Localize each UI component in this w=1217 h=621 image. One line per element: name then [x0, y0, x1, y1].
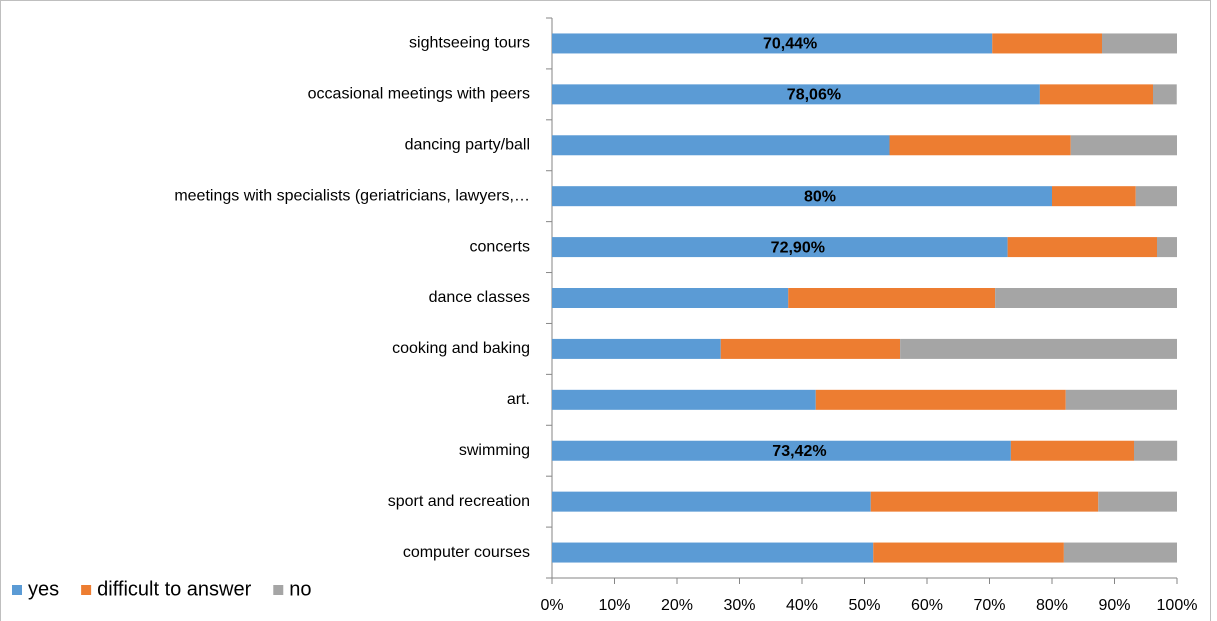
data-label: 72,90%: [771, 239, 825, 256]
bar-segment: [1010, 440, 1134, 461]
bar-segment: [552, 237, 1008, 258]
category-label: swimming: [459, 442, 530, 459]
bar-segment: [1052, 186, 1136, 207]
category-label: art.: [507, 391, 530, 408]
data-label: 73,42%: [772, 443, 826, 460]
category-label: sightseeing tours: [409, 35, 530, 52]
x-tick-label: 40%: [786, 597, 818, 614]
bar-segment: [1065, 389, 1177, 410]
bar-segment: [552, 33, 993, 54]
bar-segment: [788, 288, 996, 308]
bar-segment: [552, 288, 789, 308]
legend-label: difficult to answer: [97, 578, 251, 600]
bar-segment: [552, 440, 1011, 461]
bar-segment: [1007, 237, 1157, 258]
category-label: meetings with specialists (geriatricians…: [174, 187, 530, 204]
bar-segment: [1157, 237, 1177, 258]
bar-segment: [870, 491, 1099, 512]
x-tick-label: 80%: [1036, 597, 1068, 614]
bar-segment: [1063, 542, 1177, 563]
bar-segment: [552, 542, 874, 563]
legend-label: yes: [28, 578, 59, 600]
bar-segment: [1134, 440, 1178, 461]
bar-segment: [992, 33, 1102, 54]
bar-segment: [995, 288, 1177, 308]
bar-segment: [1102, 33, 1177, 54]
bar-segment: [552, 491, 871, 512]
legend-label: no: [289, 578, 311, 600]
data-label: 80%: [804, 188, 836, 205]
bar-segment: [552, 84, 1040, 105]
bar-segment: [1153, 84, 1177, 105]
category-label: cooking and baking: [392, 340, 530, 357]
category-label: dance classes: [429, 289, 530, 306]
bar-segment: [1039, 84, 1153, 105]
bar-segment: [552, 186, 1052, 207]
bar-segment: [552, 135, 890, 156]
legend-swatch: [273, 585, 284, 595]
bar-segment: [873, 542, 1064, 563]
x-tick-label: 60%: [911, 597, 943, 614]
bar-segment: [889, 135, 1071, 156]
x-tick-label: 30%: [723, 597, 755, 614]
category-label: computer courses: [403, 544, 530, 561]
x-tick-label: 70%: [973, 597, 1005, 614]
x-tick-label: 0%: [540, 597, 563, 614]
bar-segment: [900, 338, 1177, 359]
category-label: sport and recreation: [388, 493, 530, 510]
legend-swatch: [81, 585, 92, 595]
bar-segment: [552, 338, 721, 359]
bar-segment: [1098, 491, 1177, 512]
bar-segment: [1070, 135, 1177, 156]
bar-segment: [552, 389, 816, 410]
x-tick-label: 50%: [848, 597, 880, 614]
x-tick-label: 10%: [598, 597, 630, 614]
x-tick-label: 100%: [1157, 597, 1198, 614]
x-tick-label: 20%: [661, 597, 693, 614]
x-tick-label: 90%: [1098, 597, 1130, 614]
category-label: occasional meetings with peers: [308, 86, 530, 103]
bar-segment: [1135, 186, 1177, 207]
category-label: dancing party/ball: [405, 136, 530, 153]
bar-segment: [720, 338, 901, 359]
bar-segment: [815, 389, 1066, 410]
legend-swatch: [12, 585, 22, 595]
data-label: 70,44%: [763, 36, 817, 53]
data-label: 78,06%: [787, 87, 841, 104]
category-label: concerts: [470, 238, 530, 255]
